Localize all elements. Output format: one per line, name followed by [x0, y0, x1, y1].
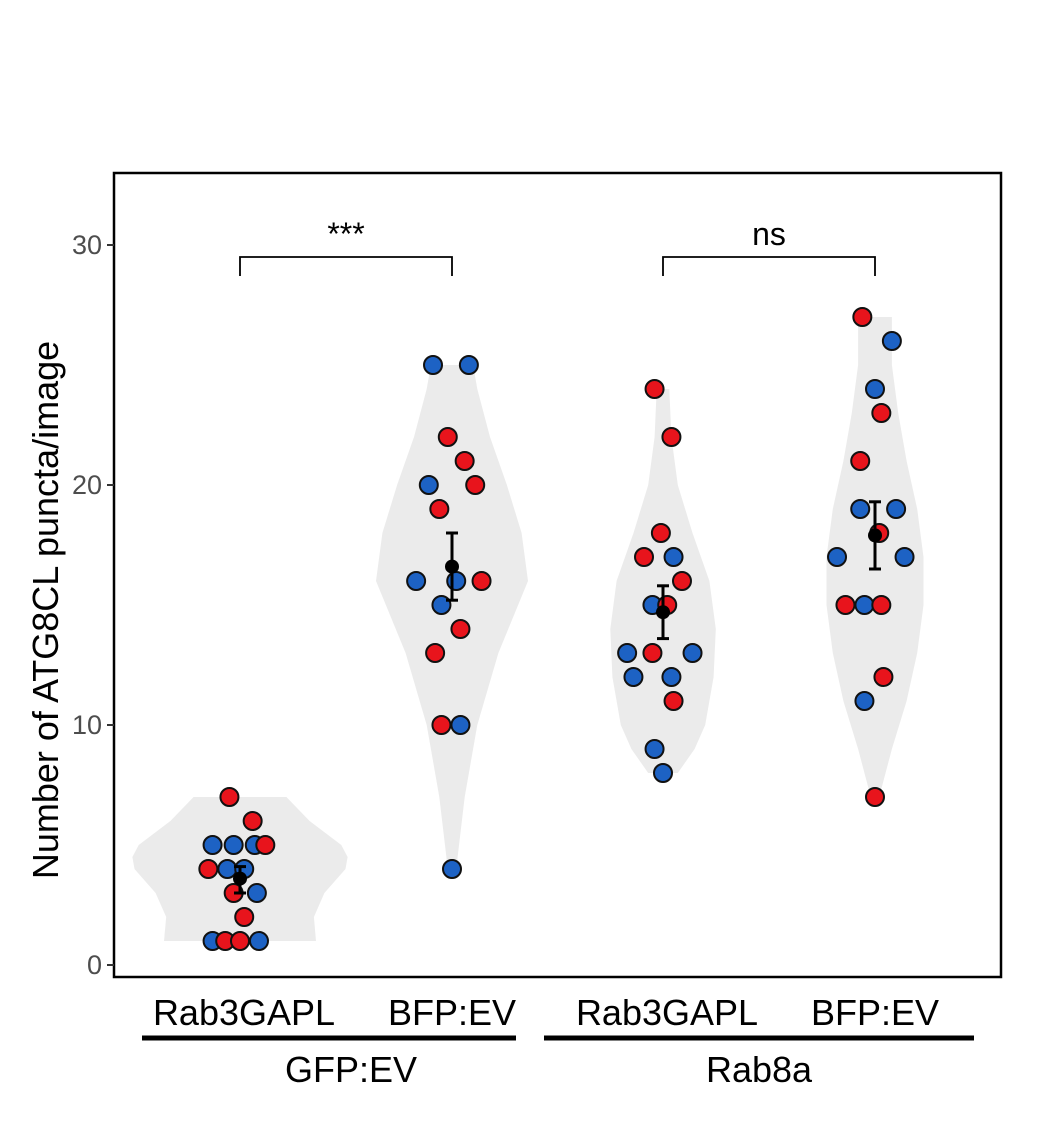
data-point-blue: [881, 331, 902, 351]
data-point-red: [234, 907, 255, 927]
data-point-blue: [865, 379, 885, 399]
data-point-blue: [446, 571, 467, 591]
data-point-blue: [854, 691, 875, 711]
data-point-blue: [886, 499, 907, 519]
group-labels: GFP:EV Rab8a: [142, 1035, 974, 1090]
y-axis-title: Number of ATG8CL puncta/image: [25, 341, 66, 879]
data-point-red: [450, 619, 471, 639]
data-point-red: [663, 691, 684, 711]
data-point-red: [671, 571, 692, 591]
mean-errorbar-layer: [233, 500, 882, 895]
x-category-label: BFP:EV: [811, 992, 939, 1033]
mean-point: [868, 528, 882, 543]
data-point-blue: [661, 667, 682, 687]
data-point-blue: [418, 475, 439, 495]
data-point-red: [425, 643, 446, 663]
data-point-red: [650, 523, 671, 543]
significance-label: ns: [752, 216, 786, 252]
mean-point: [233, 871, 247, 886]
data-point-red: [644, 379, 665, 399]
data-point-red: [230, 931, 250, 951]
data-point-blue: [431, 595, 452, 615]
data-point-blue: [850, 499, 871, 519]
data-point-red: [852, 307, 873, 327]
y-tick-label: 30: [72, 230, 102, 260]
x-category-label: Rab3GAPL: [576, 992, 758, 1033]
data-point-red: [431, 715, 452, 735]
data-point-blue: [663, 547, 684, 567]
data-point-blue: [450, 715, 471, 735]
data-point-red: [865, 787, 885, 807]
data-point-blue: [217, 859, 238, 879]
data-point-blue: [827, 547, 848, 567]
data-point-red: [642, 643, 663, 663]
data-point-blue: [458, 355, 479, 375]
x-category-label: Rab3GAPL: [153, 992, 335, 1033]
violin-shape: [610, 389, 716, 773]
data-point-red: [873, 667, 894, 687]
y-tick-label: 10: [72, 710, 102, 740]
significance-bracket: [662, 256, 876, 276]
y-tick-label: 0: [87, 950, 102, 980]
significance-label: ***: [327, 216, 364, 252]
data-point-red: [835, 595, 856, 615]
data-point-red: [465, 475, 486, 495]
group-label: Rab8a: [706, 1049, 813, 1090]
data-point-blue: [246, 883, 267, 903]
data-point-red: [634, 547, 655, 567]
data-point-red: [454, 451, 475, 471]
data-point-red: [255, 835, 276, 855]
data-point-blue: [894, 547, 915, 567]
x-axis-category-labels: Rab3GAPL BFP:EV Rab3GAPL BFP:EV: [153, 992, 939, 1033]
data-point-red: [219, 787, 240, 807]
data-point-red: [242, 811, 263, 831]
points-layer: [198, 307, 915, 951]
data-point-blue: [442, 859, 462, 879]
data-point-blue: [248, 931, 269, 951]
violin-shape: [376, 365, 528, 869]
y-axis: 0 10 20 30: [72, 230, 114, 980]
plot-panel-border: [112, 171, 1003, 979]
data-point-blue: [223, 835, 244, 855]
data-point-red: [471, 571, 492, 591]
data-point-red: [871, 595, 892, 615]
data-point-red: [198, 859, 219, 879]
group-label: GFP:EV: [285, 1049, 417, 1090]
data-point-red: [661, 427, 682, 447]
data-point-blue: [406, 571, 427, 591]
x-category-label: BFP:EV: [388, 992, 516, 1033]
data-point-blue: [682, 643, 703, 663]
significance-bracket: [239, 256, 453, 276]
significance-brackets: *** ns: [239, 216, 876, 276]
data-point-red: [437, 427, 458, 447]
data-point-blue: [653, 763, 673, 783]
data-point-red: [871, 403, 892, 423]
data-point-red: [850, 451, 871, 471]
y-tick-label: 20: [72, 470, 102, 500]
data-point-blue: [617, 643, 638, 663]
mean-point: [656, 605, 670, 620]
data-point-blue: [644, 739, 665, 759]
data-point-red: [429, 499, 450, 519]
mean-point: [445, 559, 459, 574]
data-point-blue: [854, 595, 875, 615]
data-point-blue: [623, 667, 644, 687]
data-point-blue: [202, 835, 223, 855]
data-point-blue: [423, 355, 444, 375]
